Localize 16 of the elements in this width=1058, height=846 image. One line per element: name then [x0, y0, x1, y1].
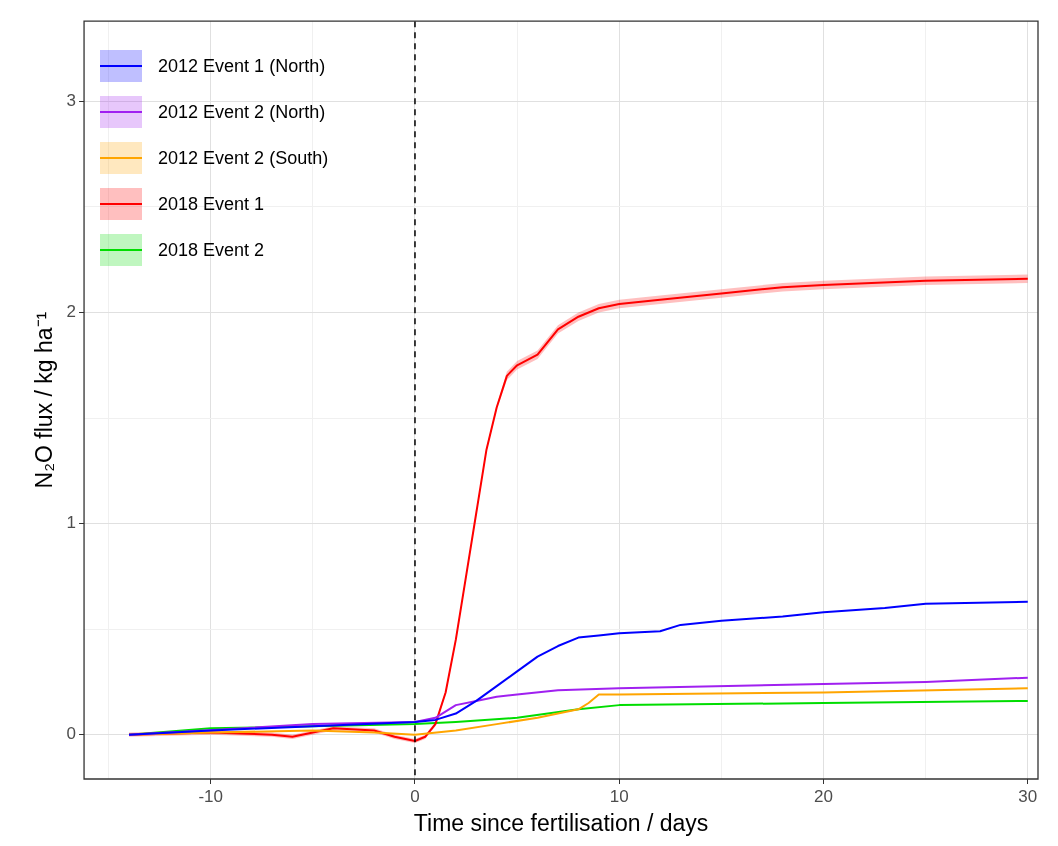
x-tick-label: 20 [814, 786, 833, 806]
x-tick-label: 0 [410, 786, 420, 806]
y-tick-label: 1 [66, 513, 77, 533]
y-tick-label: 2 [66, 302, 77, 322]
y-tick-label: 3 [66, 91, 77, 111]
legend-label: 2012 Event 2 (South) [158, 147, 329, 169]
x-tick-label: 30 [1018, 786, 1038, 806]
y-axis-title: N₂O flux / kg ha⁻¹ [31, 311, 58, 489]
x-tick-label: 10 [609, 786, 629, 806]
y-tick-label: 0 [66, 724, 77, 744]
x-tick-label: -10 [198, 786, 223, 806]
legend-label: 2018 Event 1 [158, 193, 265, 215]
x-axis-title: Time since fertilisation / days [413, 809, 709, 836]
legend-label: 2012 Event 1 (North) [158, 55, 326, 77]
legend-label: 2012 Event 2 (North) [158, 101, 326, 123]
legend-label: 2018 Event 2 [158, 239, 265, 261]
